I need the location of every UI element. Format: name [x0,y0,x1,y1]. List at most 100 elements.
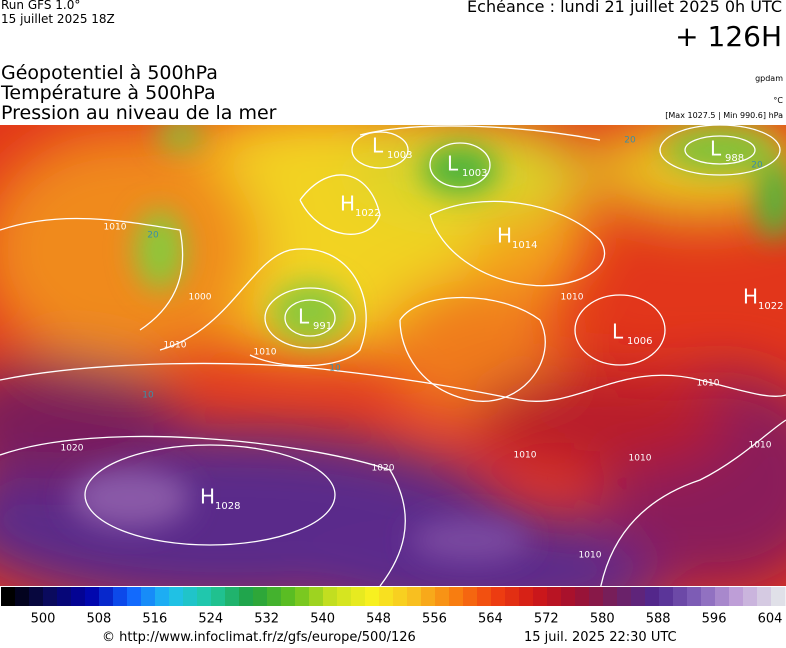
colorbar-swatch [533,587,548,606]
colorbar-tick-label: 524 [198,612,223,627]
colorbar-swatch [1,587,16,606]
colorbar-swatch [127,587,142,606]
colorbar-swatch [589,587,604,606]
colorbar-tick-label: 508 [87,612,112,627]
isobar-label: 1010 [697,379,720,389]
colorbar-swatch [757,587,772,606]
field-3: Pression au niveau de la mer [1,102,277,124]
colorbar-swatch [379,587,394,606]
unit-1: gpdam [755,74,783,83]
colorbar-swatch [113,587,128,606]
colorbar-swatch [225,587,240,606]
center-type: L [710,137,722,161]
colorbar-tick-label: 500 [31,612,56,627]
colorbar-swatch [673,587,688,606]
field-1: Géopotentiel à 500hPa [1,62,218,84]
unit-2: °C [773,96,783,105]
colorbar-swatch [631,587,646,606]
colorbar-swatch [393,587,408,606]
colorbar-swatch [687,587,702,606]
colorbar-tick-label: 596 [702,612,727,627]
isotherm-label: 20 [624,136,636,146]
center-value: 1006 [627,336,652,347]
colorbar-swatch [491,587,506,606]
isobar-label: 1010 [749,441,772,451]
isobar-label: 1010 [629,454,652,464]
colorbar-tick-label: 556 [422,612,447,627]
isobar-label: 1010 [254,348,277,358]
colorbar-swatch [57,587,72,606]
center-type: L [447,152,459,176]
colorbar-tick-label: 548 [366,612,391,627]
colorbar: 500 508 516 524 532 540 548 556 564 572 580 588 596 6… [1,587,786,627]
map-field [0,125,786,586]
colorbar-swatch [141,587,156,606]
center-value: 1022 [355,208,380,219]
center-type: H [200,485,215,509]
colorbar-swatch [29,587,44,606]
isobar-label: 1010 [164,341,187,351]
center-type: H [340,192,355,216]
colorbar-swatch [421,587,436,606]
center-value: 1003 [387,150,412,161]
colorbar-swatch [211,587,226,606]
colorbar-swatch [169,587,184,606]
colorbar-swatch [715,587,730,606]
updated: 15 juil. 2025 22:30 UTC [524,630,677,645]
isotherm-label: 10 [329,364,341,374]
colorbar-swatch [365,587,380,606]
isobars [0,125,786,586]
unit-3: [Max 1027.5 | Min 990.6] hPa [665,111,783,120]
isobar-label: 1010 [561,293,584,303]
center-value: 1003 [462,168,487,179]
lead-time: + 126H [675,20,782,53]
colorbar-swatch [99,587,114,606]
colorbar-swatch [743,587,758,606]
isobar-label: 1020 [61,444,84,454]
colorbar-swatch [407,587,422,606]
colorbar-tick-label: 588 [646,612,671,627]
colorbar-swatch [253,587,268,606]
colorbar-swatch [449,587,464,606]
colorbar-swatch [309,587,324,606]
colorbar-swatch [575,587,590,606]
center-value: 1028 [215,501,240,512]
colorbar-swatch [477,587,492,606]
colorbar-swatch [351,587,366,606]
colorbar-swatch [155,587,170,606]
colorbar-swatch [645,587,660,606]
colorbar-tick-label: 532 [254,612,279,627]
colorbar-swatch [463,587,478,606]
colorbar-tick-label: 572 [534,612,559,627]
isotherm-label: 10 [142,391,154,401]
isobar-label: 1020 [372,464,395,474]
colorbar-swatch [323,587,338,606]
center-type: H [497,224,512,248]
colorbar-swatch [43,587,58,606]
isotherm-label: 20 [147,231,159,241]
isobar-label: 1010 [579,551,602,561]
valid-time: Echéance : lundi 21 juillet 2025 0h UTC [467,0,782,16]
colorbar-swatch [281,587,296,606]
colorbar-swatch [519,587,534,606]
center-value: 1014 [512,240,537,251]
center-type: L [298,305,310,329]
field-2: Température à 500hPa [1,82,216,104]
center-type: L [612,320,624,344]
center-type: L [372,134,384,158]
colorbar-tick-label: 540 [310,612,335,627]
colorbar-swatch [239,587,254,606]
colorbar-swatch [435,587,450,606]
isobar-label: 1010 [514,451,537,461]
colorbar-swatch [729,587,744,606]
colorbar-swatch [505,587,520,606]
run-date: 15 juillet 2025 18Z [1,12,115,26]
colorbar-swatch [15,587,30,606]
colorbar-tick-label: 580 [590,612,615,627]
colorbar-swatch [617,587,632,606]
colorbar-swatch [771,587,786,606]
run-label: Run GFS 1.0° [1,0,81,12]
colorbar-swatch [561,587,576,606]
colorbar-swatch [603,587,618,606]
